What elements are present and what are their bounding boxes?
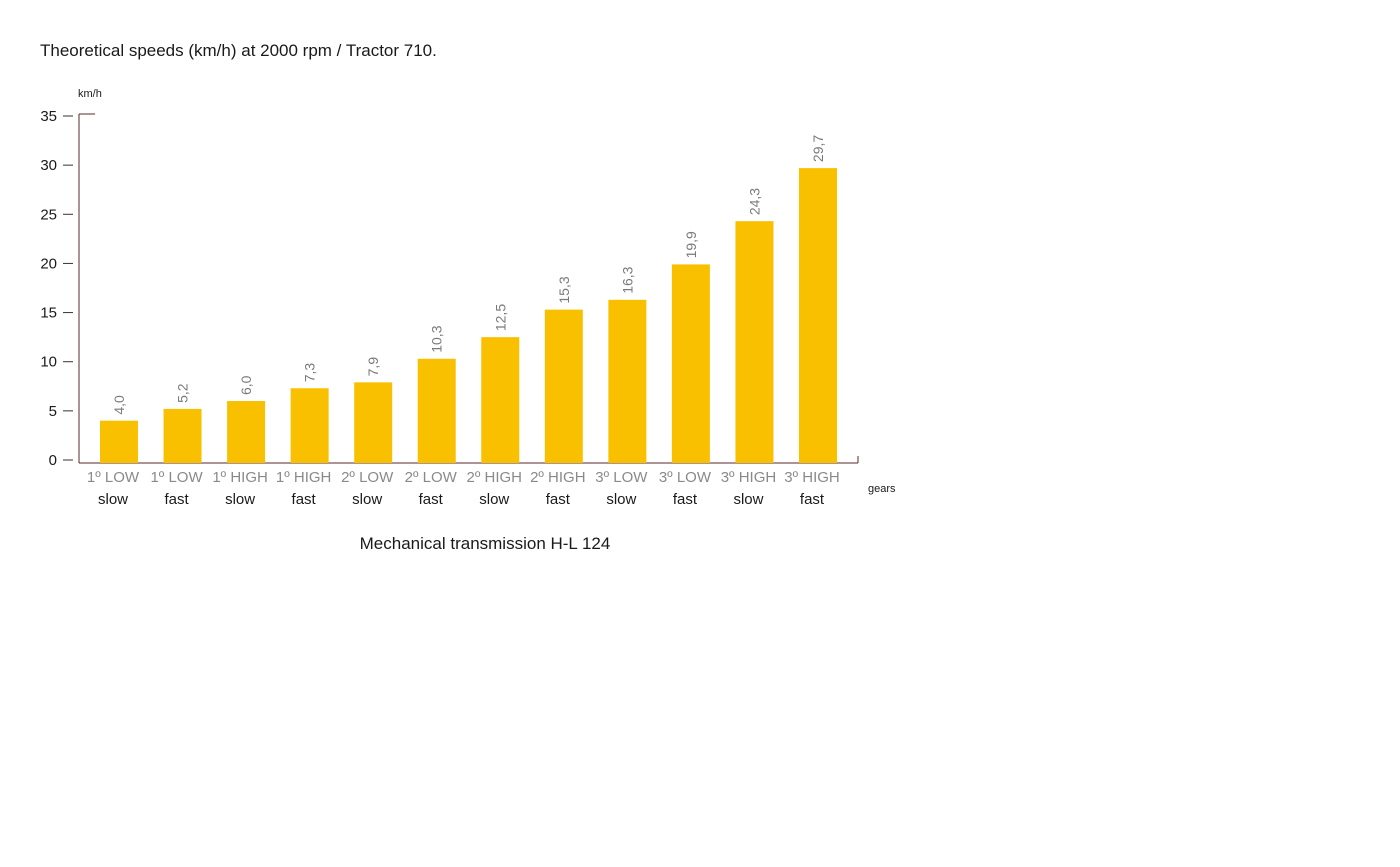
x-tick-label-mode: slow [479,491,509,508]
chart-title: Theoretical speeds (km/h) at 2000 rpm / … [40,41,437,60]
bar [417,358,456,463]
y-tick-label: 25 [40,206,57,223]
y-tick-label: 5 [49,403,57,420]
x-tick-label-gear: 1º HIGH [212,469,268,486]
bar-value-label: 7,9 [365,357,381,377]
x-tick-label-gear: 3º LOW [595,469,648,486]
x-tick-label-gear: 1º LOW [87,469,140,486]
chart-caption: Mechanical transmission H-L 124 [360,534,611,553]
bar [608,299,647,463]
bar [290,388,329,463]
x-tick-label-gear: 1º LOW [150,469,203,486]
bar [799,168,837,463]
y-axis-ticks: 0 5 10 15 20 25 30 35 [40,108,73,469]
x-tick-label-mode: fast [164,491,189,508]
x-axis-label: gears [868,483,896,495]
axes [78,113,859,464]
y-tick-label: 10 [40,354,57,371]
bar-value-label: 4,0 [111,395,127,415]
x-tick-label-gear: 1º HIGH [276,469,332,486]
bar-value-label: 12,5 [492,304,508,331]
x-tick-label-gear: 2º LOW [341,469,394,486]
bar [163,408,202,463]
bar [100,420,138,463]
bar [481,337,520,463]
y-tick-label: 35 [40,108,57,125]
x-tick-label-gear: 2º LOW [405,469,458,486]
bar-value-label: 16,3 [619,266,635,293]
x-tick-label-gear: 3º HIGH [721,469,777,486]
bar-value-label: 7,3 [302,363,318,383]
x-tick-label-mode: fast [292,491,317,508]
y-axis-unit-label: km/h [78,88,102,100]
y-tick-label: 30 [40,157,57,174]
bar-value-label: 10,3 [429,325,445,352]
x-tick-label-mode: slow [225,491,255,508]
bars: 4,0 5,2 6,0 7,3 7,9 10,3 12,5 15,3 16,3 19,9 24,3 2… [100,135,837,463]
bar-value-label: 15,3 [556,276,572,303]
x-tick-label-mode: fast [800,491,825,508]
bar-value-label: 5,2 [175,383,191,403]
x-tick-label-mode: fast [546,491,571,508]
bar-value-label: 19,9 [683,231,699,258]
bar [671,264,710,463]
y-tick-label: 20 [40,255,57,272]
x-axis-labels: 1º LOW slow 1º LOW fast 1º HIGH slow 1º HIGH fa… [87,469,840,508]
bar [354,382,393,463]
bar-value-label: 29,7 [810,135,826,162]
x-tick-label-mode: slow [352,491,382,508]
x-tick-label-gear: 3º LOW [659,469,712,486]
x-tick-label-mode: fast [419,491,444,508]
x-tick-label-mode: slow [98,491,128,508]
x-tick-label-gear: 2º HIGH [530,469,586,486]
x-tick-label-gear: 2º HIGH [467,469,523,486]
x-tick-label-mode: slow [606,491,636,508]
bar-value-label: 24,3 [746,188,762,215]
y-tick-label: 0 [49,452,57,469]
bar [735,221,774,463]
bar-value-label: 6,0 [238,375,254,395]
x-tick-label-mode: fast [673,491,698,508]
x-tick-label-gear: 3º HIGH [784,469,840,486]
x-tick-label-mode: slow [733,491,763,508]
bar [544,309,583,463]
y-tick-label: 15 [40,305,57,322]
bar [227,401,266,463]
